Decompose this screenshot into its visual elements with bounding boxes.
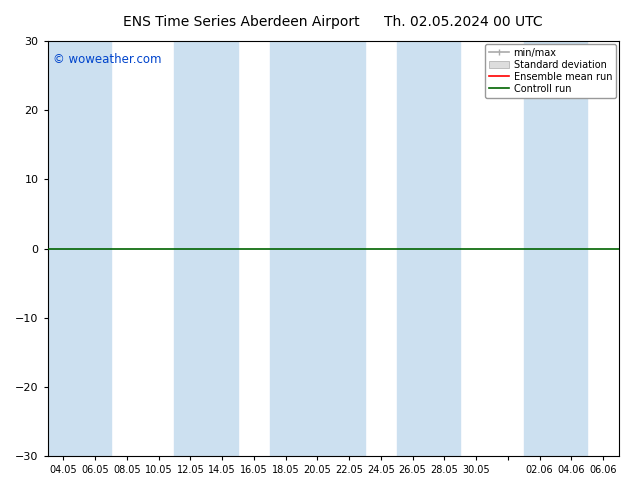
Bar bbox=[269, 41, 365, 456]
Bar bbox=[524, 41, 587, 456]
Bar bbox=[174, 41, 238, 456]
Legend: min/max, Standard deviation, Ensemble mean run, Controll run: min/max, Standard deviation, Ensemble me… bbox=[486, 44, 616, 98]
Text: ENS Time Series Aberdeen Airport: ENS Time Series Aberdeen Airport bbox=[122, 15, 359, 29]
Text: © woweather.com: © woweather.com bbox=[53, 53, 162, 67]
Bar bbox=[48, 41, 111, 456]
Bar bbox=[397, 41, 460, 456]
Text: Th. 02.05.2024 00 UTC: Th. 02.05.2024 00 UTC bbox=[384, 15, 542, 29]
